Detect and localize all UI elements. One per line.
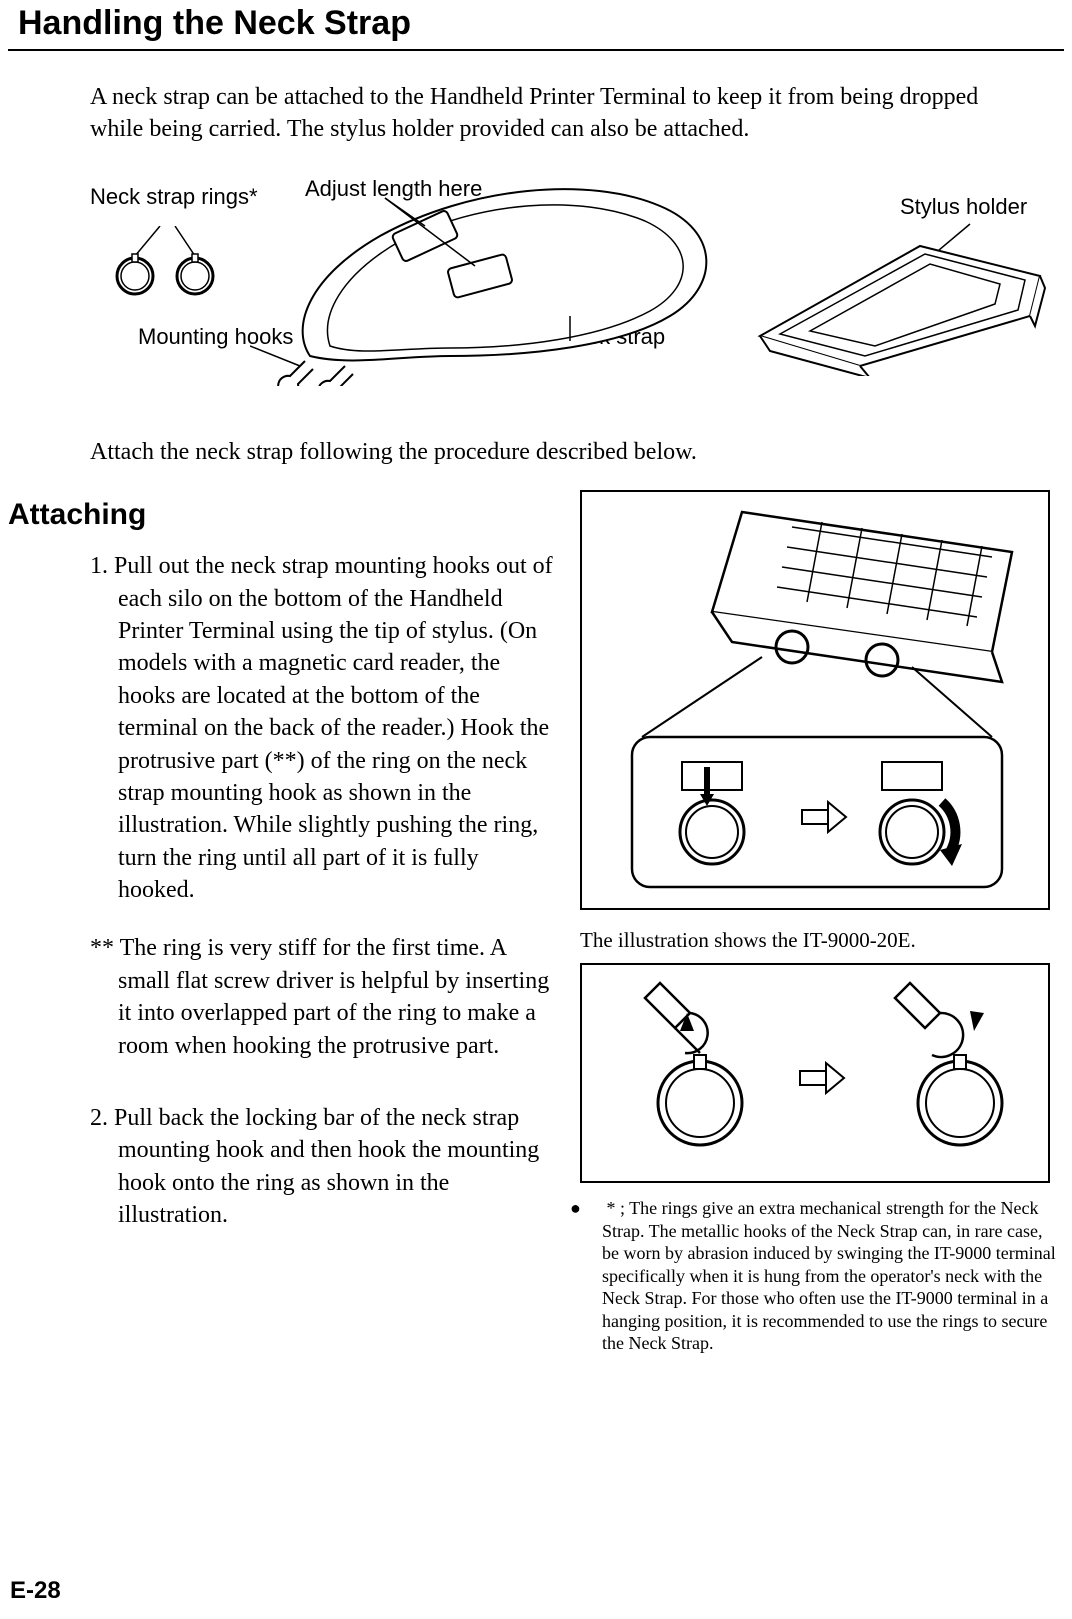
page-title: Handling the Neck Strap <box>8 0 1064 51</box>
intro-paragraph: A neck strap can be attached to the Hand… <box>90 81 1012 146</box>
hook-illustration-icon <box>590 973 1044 1177</box>
attach-lead-paragraph: Attach the neck strap following the proc… <box>90 436 1012 468</box>
neck-strap-rings-icon <box>110 226 230 306</box>
bullet-icon: ● <box>586 1197 602 1220</box>
figure-hook-rings <box>580 963 1050 1183</box>
top-diagram: Neck strap rings* Adjust length here Mou… <box>20 166 1052 416</box>
label-neck-strap-rings: Neck strap rings* <box>90 184 258 210</box>
step-1-note: ** The ring is very stiff for the first … <box>90 932 560 1062</box>
right-column: The illustration shows the IT-9000-20E. <box>580 490 1060 1355</box>
step-1: 1. Pull out the neck strap mounting hook… <box>90 550 560 906</box>
two-column-region: 1. Pull out the neck strap mounting hook… <box>20 550 1052 1231</box>
neck-strap-icon <box>250 166 730 386</box>
figure-device-rings <box>580 490 1050 910</box>
left-column: 1. Pull out the neck strap mounting hook… <box>20 550 560 1231</box>
page-number: E-28 <box>10 1577 61 1605</box>
stylus-holder-icon <box>740 206 1060 376</box>
footnote-text: * ; The rings give an extra mechanical s… <box>602 1198 1056 1353</box>
device-illustration-icon <box>592 502 1042 902</box>
footnote: ● * ; The rings give an extra mechanical… <box>580 1197 1056 1355</box>
figure-caption: The illustration shows the IT-9000-20E. <box>580 928 1060 953</box>
step-2: 2. Pull back the locking bar of the neck… <box>90 1102 560 1232</box>
